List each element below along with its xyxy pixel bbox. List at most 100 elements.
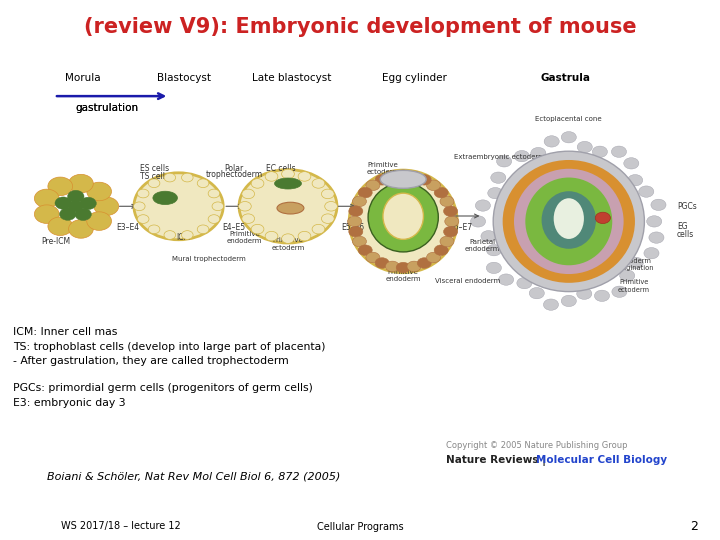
Text: Extraembryonic ectoderm: Extraembryonic ectoderm (454, 153, 544, 160)
Circle shape (407, 261, 421, 272)
Circle shape (321, 214, 334, 224)
Circle shape (440, 196, 454, 207)
Ellipse shape (380, 170, 426, 188)
Circle shape (208, 215, 220, 224)
Circle shape (396, 262, 410, 273)
Text: E5–E6: E5–E6 (341, 224, 364, 232)
Circle shape (60, 208, 76, 220)
Text: E4–E5: E4–E5 (222, 224, 246, 232)
Circle shape (544, 299, 559, 310)
Circle shape (197, 225, 209, 234)
Circle shape (133, 202, 145, 211)
Circle shape (426, 252, 441, 263)
Circle shape (620, 270, 635, 281)
Ellipse shape (514, 169, 624, 274)
Text: WS 2017/18 – lecture 12: WS 2017/18 – lecture 12 (61, 522, 181, 531)
Circle shape (514, 151, 529, 162)
Circle shape (352, 236, 366, 247)
Text: ES cells: ES cells (140, 164, 169, 173)
Text: gastrulation: gastrulation (76, 103, 139, 113)
Text: EC cells: EC cells (266, 164, 296, 173)
Text: E3–E4: E3–E4 (117, 224, 140, 232)
Circle shape (639, 186, 654, 197)
Circle shape (358, 245, 372, 255)
Ellipse shape (277, 202, 304, 214)
Circle shape (148, 225, 160, 234)
Text: Primitive
ectoderm: Primitive ectoderm (618, 280, 649, 293)
Circle shape (407, 171, 421, 181)
Circle shape (312, 179, 325, 188)
Ellipse shape (503, 160, 635, 283)
Text: Nature Reviews |: Nature Reviews | (446, 455, 550, 465)
Circle shape (68, 220, 94, 238)
Circle shape (611, 146, 626, 157)
Circle shape (265, 172, 278, 181)
Ellipse shape (554, 198, 584, 239)
Circle shape (445, 216, 459, 227)
Text: Gastrula: Gastrula (540, 73, 590, 83)
Circle shape (434, 245, 449, 255)
Ellipse shape (526, 178, 612, 265)
Circle shape (562, 295, 577, 307)
Text: Cellular Programs: Cellular Programs (317, 522, 403, 531)
Circle shape (358, 187, 372, 198)
Circle shape (251, 224, 264, 234)
Circle shape (164, 231, 176, 239)
Circle shape (148, 179, 160, 187)
Circle shape (396, 170, 410, 180)
Circle shape (577, 141, 593, 153)
Circle shape (440, 236, 454, 247)
Circle shape (595, 212, 611, 224)
Ellipse shape (493, 151, 644, 292)
Circle shape (426, 180, 441, 191)
Circle shape (68, 190, 84, 202)
Circle shape (444, 226, 458, 237)
Circle shape (418, 258, 431, 268)
Text: (review V9): Embryonic development of mouse: (review V9): Embryonic development of mo… (84, 17, 636, 37)
Circle shape (242, 189, 255, 199)
Circle shape (181, 173, 193, 182)
Text: Copyright © 2005 Nature Publishing Group: Copyright © 2005 Nature Publishing Group (446, 441, 628, 450)
Circle shape (212, 202, 224, 211)
Ellipse shape (274, 178, 302, 189)
Text: Visceral endoderm: Visceral endoderm (436, 278, 500, 284)
Text: E6–E7: E6–E7 (449, 224, 472, 232)
Circle shape (208, 189, 220, 198)
Text: Primitive
endoderm: Primitive endoderm (227, 231, 263, 244)
Text: Blastocyst: Blastocyst (157, 73, 210, 83)
Circle shape (265, 231, 278, 241)
Circle shape (242, 214, 255, 224)
Text: Boiani & Schöler, Nat Rev Mol Cell Biol 6, 872 (2005): Boiani & Schöler, Nat Rev Mol Cell Biol … (47, 471, 340, 481)
Circle shape (498, 274, 513, 285)
Circle shape (348, 216, 361, 227)
Circle shape (348, 206, 363, 217)
Circle shape (444, 206, 458, 217)
Text: cells: cells (677, 230, 694, 239)
Circle shape (628, 174, 643, 186)
Text: trophectoderm: trophectoderm (205, 171, 263, 179)
Circle shape (491, 172, 506, 184)
Circle shape (481, 231, 496, 242)
Circle shape (87, 182, 112, 201)
Text: ICM: Inner cell mas
TS: trophoblast cells (develop into large part of placenta)
: ICM: Inner cell mas TS: trophoblast cell… (13, 327, 325, 366)
Text: Mesoderm
invagination: Mesoderm invagination (613, 258, 654, 271)
Text: Late blastocyst: Late blastocyst (252, 73, 331, 83)
Circle shape (385, 261, 400, 272)
Text: gastrulation: gastrulation (76, 103, 139, 113)
Ellipse shape (541, 191, 596, 249)
Circle shape (366, 252, 380, 263)
Text: Primitive
ectoderm: Primitive ectoderm (271, 238, 305, 251)
Circle shape (298, 172, 311, 181)
Ellipse shape (153, 191, 177, 205)
Circle shape (321, 189, 334, 199)
Circle shape (239, 170, 337, 243)
Circle shape (649, 232, 664, 243)
Circle shape (325, 201, 338, 211)
Circle shape (628, 257, 643, 268)
Circle shape (35, 205, 59, 224)
Circle shape (544, 136, 559, 147)
Circle shape (418, 174, 431, 185)
Text: EG: EG (677, 222, 688, 231)
Circle shape (644, 247, 659, 259)
Circle shape (577, 288, 592, 299)
